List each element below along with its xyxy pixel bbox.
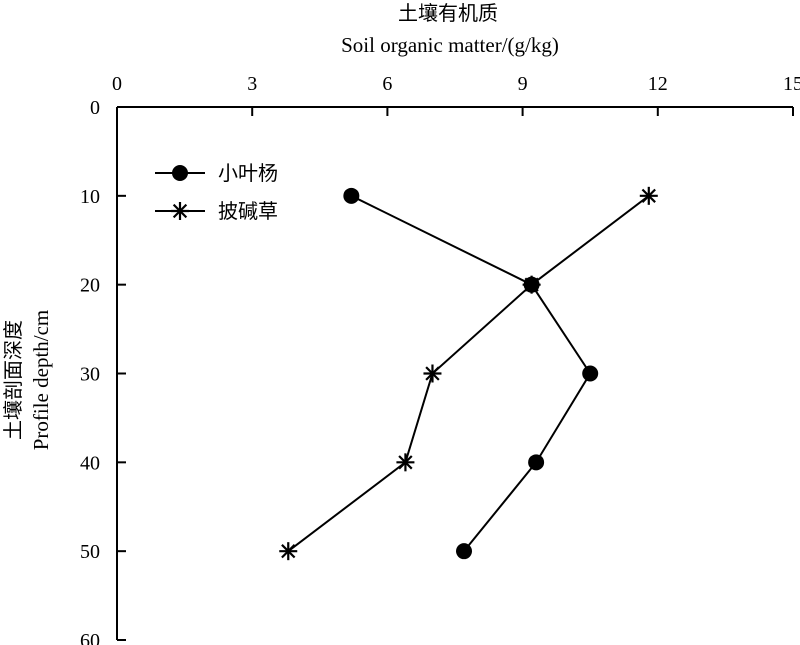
y-tick-label: 40: [80, 452, 100, 474]
y-tick-label: 60: [80, 630, 100, 645]
legend-label-1: 披碱草: [218, 199, 278, 223]
y-tick-label: 0: [90, 97, 100, 119]
legend-asterisk-shape: [171, 202, 189, 220]
y-tick-label: 50: [80, 541, 100, 563]
legend-label-0: 小叶杨: [218, 161, 278, 185]
x-axis-label: Soil organic matter/(g/kg): [341, 33, 559, 57]
legend-marker-circle: [172, 165, 188, 181]
y-tick-label: 10: [80, 186, 100, 208]
series-layer: [279, 186, 658, 561]
x-tick-label: 9: [518, 73, 528, 95]
y-tick-label: 20: [80, 275, 100, 297]
legend-item-0: 小叶杨: [155, 161, 278, 185]
y-ticks: 0 10 20 30 40 50 60: [80, 97, 126, 645]
x-tick-label: 6: [382, 73, 392, 95]
data-point-circle: [343, 187, 360, 204]
y-axis-label: Profile depth/cm: [29, 310, 53, 451]
x-tick-label: 0: [112, 73, 122, 95]
series-line-0: [350, 194, 592, 552]
data-point-asterisk: [522, 275, 541, 294]
chart-title-cn: 土壤有机质: [398, 1, 498, 25]
legend: 小叶杨 披碱草: [155, 161, 278, 223]
y-tick-label: 30: [80, 364, 100, 386]
y-axis-label-group: 土壤剖面深度 Profile depth/cm: [1, 310, 53, 451]
x-tick-label: 12: [648, 73, 668, 95]
data-point-asterisk: [396, 453, 415, 472]
data-point-circle: [528, 454, 545, 471]
data-point-asterisk: [423, 364, 442, 383]
x-tick-label: 15: [783, 73, 800, 95]
legend-marker-asterisk: [171, 202, 189, 220]
x-ticks: 0 3 6 9 12 15: [112, 73, 800, 116]
data-point-circle: [456, 543, 473, 560]
x-tick-label: 3: [247, 73, 257, 95]
data-point-asterisk: [639, 186, 658, 205]
data-point-asterisk: [279, 542, 298, 561]
legend-item-1: 披碱草: [155, 199, 278, 223]
y-axis-label-cn: 土壤剖面深度: [1, 320, 25, 440]
data-point-circle: [582, 365, 599, 382]
